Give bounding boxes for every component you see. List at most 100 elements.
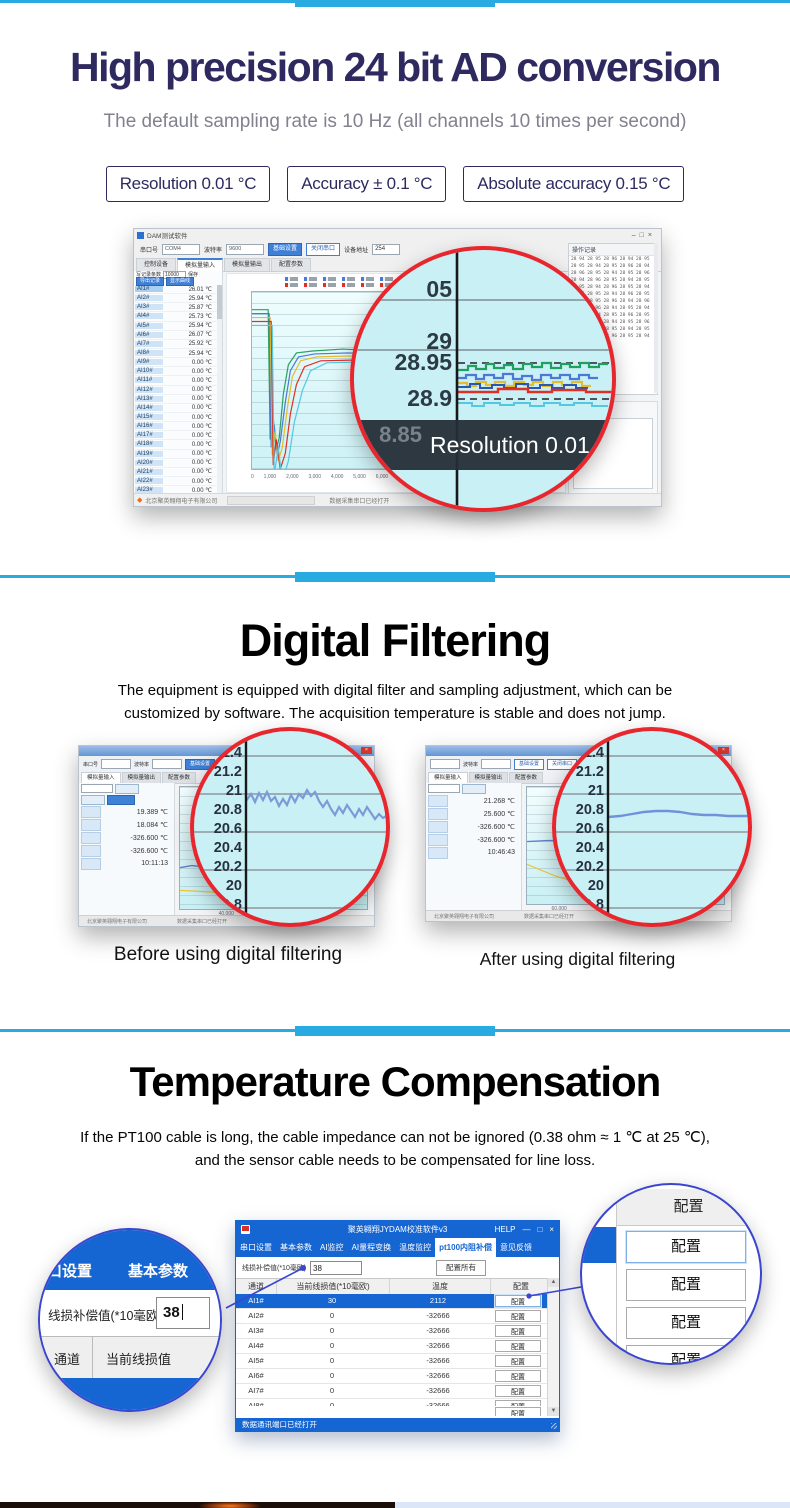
channel-row[interactable]: AI7# 25.92 ℃ [134, 340, 217, 349]
axis-label: 21.6 [575, 727, 604, 742]
window-titlebar: 聚英翱翔JYDAM校准软件v3 HELP — □ × [236, 1221, 559, 1238]
configure-button[interactable]: 配置 [495, 1370, 541, 1382]
cell-loss: 0 [329, 1371, 335, 1380]
baud-select[interactable] [152, 759, 183, 769]
configure-button[interactable]: 配置 [495, 1355, 541, 1367]
channel-row[interactable]: AI20# 0.00 ℃ [134, 459, 217, 468]
table-row[interactable]: AI8# 0 -32666 配置 [236, 1399, 548, 1406]
tab[interactable]: 配置参数 [162, 772, 197, 783]
port-select[interactable] [101, 759, 132, 769]
baud-select[interactable] [481, 759, 512, 769]
tab[interactable]: 基本参数 [280, 1243, 312, 1252]
table-row[interactable]: AI5# 0 -32666 配置 [236, 1354, 548, 1369]
configure-button[interactable]: 配置 [626, 1269, 746, 1301]
channel-row[interactable]: AI10# 0.00 ℃ [134, 367, 217, 377]
comp-input[interactable] [310, 1261, 362, 1275]
configure-button[interactable]: 配置 [495, 1325, 541, 1337]
configure-button[interactable]: 配置 [495, 1340, 541, 1352]
port-select[interactable] [430, 759, 460, 769]
channel-row[interactable]: AI8# 25.94 ℃ [134, 349, 217, 359]
table-row[interactable]: AI4# 0 -32666 配置 [236, 1339, 548, 1354]
maximize-icon[interactable]: □ [537, 1225, 543, 1234]
value-text: 10:11:13 [141, 860, 168, 867]
table-row[interactable]: AI2# 0 -32666 配置 [236, 1309, 548, 1324]
channel-row[interactable]: AI2# 25.94 ℃ [134, 294, 217, 304]
tab[interactable]: 温度监控 [399, 1243, 432, 1252]
channel-row[interactable]: AI14# 0.00 ℃ [134, 404, 217, 413]
close-icon[interactable]: × [361, 747, 372, 754]
configure-button[interactable]: 配置 [494, 1294, 542, 1308]
tab[interactable]: AI量程变换 [351, 1243, 392, 1252]
channel-row[interactable]: AI19# 0.00 ℃ [134, 450, 217, 459]
configure-button[interactable]: 配置 [626, 1307, 746, 1339]
axis-label: 20 [225, 878, 242, 894]
port-select[interactable]: COM4 [162, 244, 201, 255]
channel-value: 0.00 ℃ [191, 414, 212, 421]
addr-input[interactable]: 254 [372, 244, 401, 255]
basic-setup-button[interactable]: 基础设置 [514, 758, 545, 770]
channel-row[interactable]: AI4# 25.73 ℃ [134, 312, 217, 322]
tab[interactable]: 模拟量输入 [177, 258, 224, 271]
tab[interactable]: 基本参数 [128, 1263, 189, 1280]
configure-all-button[interactable]: 配置所有 [436, 1260, 486, 1276]
channel-row[interactable]: AI1# 26.01 ℃ [134, 285, 217, 295]
channel-scrollbar[interactable] [217, 285, 222, 494]
close-icon[interactable]: × [549, 1225, 554, 1234]
table-row[interactable]: AI1# 30 2112 配置 [236, 1294, 548, 1309]
channel-row[interactable]: AI18# 0.00 ℃ [134, 440, 217, 450]
tab[interactable]: 模拟量输入 [428, 772, 468, 783]
export-button[interactable]: 导出记录 [136, 277, 165, 286]
channel-row[interactable]: AI3# 25.87 ℃ [134, 303, 217, 313]
configure-button[interactable]: 配置 [495, 1385, 541, 1397]
configure-button[interactable]: 配置 [626, 1345, 746, 1363]
basic-setup-button[interactable]: 基础设置 [268, 243, 303, 256]
tab[interactable]: 意见反馈 [500, 1243, 533, 1252]
tab[interactable]: pt100内阻补偿 [435, 1238, 497, 1257]
configure-button[interactable]: 配置 [626, 1231, 746, 1263]
tab[interactable]: AI监控 [320, 1243, 344, 1252]
tab[interactable]: 配置参数 [271, 258, 312, 271]
tab[interactable]: 串口设置 [38, 1263, 93, 1280]
status-bar: 数据通讯端口已经打开 [236, 1418, 559, 1431]
log-scrollbar[interactable] [654, 243, 658, 393]
channel-row[interactable]: AI11# 0.00 ℃ [134, 376, 217, 386]
table-row[interactable]: AI6# 0 -32666 配置 [236, 1369, 548, 1384]
scroll-up-icon[interactable]: ▲ [548, 1278, 559, 1287]
tab[interactable]: 模拟量输出 [121, 772, 162, 783]
port-label: 串口号 [83, 761, 99, 768]
tab[interactable]: 模拟量输入 [81, 772, 121, 783]
tab[interactable]: 模拟量输出 [224, 258, 271, 271]
tab[interactable]: 模拟量输出 [468, 772, 509, 783]
record-save-button[interactable]: 保存 [188, 272, 199, 278]
minimize-icon[interactable]: — [522, 1225, 531, 1234]
configure-button[interactable]: 配置 [495, 1310, 541, 1322]
channel-row[interactable]: AI16# 0.00 ℃ [134, 422, 217, 432]
configure-button[interactable]: 配置 [495, 1400, 541, 1406]
comp-input[interactable]: 38 [156, 1297, 210, 1329]
close-icon[interactable]: × [718, 747, 729, 754]
scroll-down-icon[interactable]: ▼ [548, 1407, 559, 1416]
baud-select[interactable]: 9600 [226, 244, 265, 255]
channel-row[interactable]: AI6# 26.07 ℃ [134, 331, 217, 340]
table-row[interactable]: AI3# 0 -32666 配置 [236, 1324, 548, 1339]
window-controls[interactable]: –□× [631, 231, 656, 239]
channel-row[interactable]: AI17# 0.00 ℃ [134, 431, 217, 441]
channel-row[interactable]: AI22# 0.00 ℃ [134, 477, 217, 487]
channel-row[interactable]: AI21# 0.00 ℃ [134, 468, 217, 477]
close-port-button[interactable]: 关闭串口 [306, 243, 341, 256]
channel-row[interactable]: AI15# 0.00 ℃ [134, 413, 217, 423]
help-button[interactable]: HELP [494, 1225, 516, 1234]
channel-row[interactable]: AI23# 0.00 ℃ [134, 486, 217, 494]
table-row[interactable]: AI7# 0 -32666 配置 [236, 1384, 548, 1399]
channel-row[interactable]: AI9# 0.00 ℃ [134, 358, 217, 368]
channel-row[interactable]: AI5# 25.94 ℃ [134, 322, 217, 331]
table-scrollbar[interactable]: ▲ ▼ [547, 1278, 559, 1416]
tab[interactable]: 配置参数 [509, 772, 544, 783]
channel-row[interactable]: AI13# 0.00 ℃ [134, 395, 217, 404]
channel-row[interactable]: AI12# 0.00 ℃ [134, 386, 217, 395]
tab[interactable]: 控制设备 [136, 258, 177, 271]
value-text: 10:46:43 [487, 849, 515, 856]
curve-button[interactable]: 显示曲线 [166, 277, 195, 286]
tab[interactable]: 串口设置 [240, 1243, 272, 1252]
resize-grip[interactable] [551, 1423, 557, 1429]
